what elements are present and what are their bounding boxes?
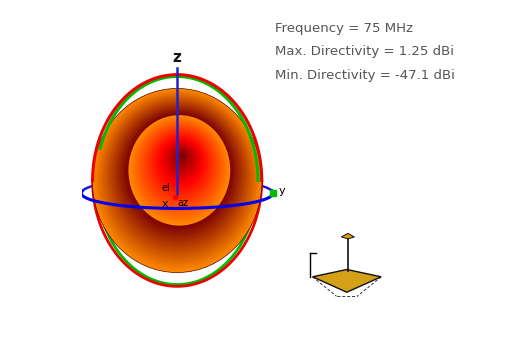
Ellipse shape — [162, 140, 201, 182]
Ellipse shape — [123, 111, 235, 233]
Ellipse shape — [128, 115, 230, 226]
Ellipse shape — [111, 102, 246, 249]
Ellipse shape — [97, 92, 258, 267]
Polygon shape — [342, 234, 354, 239]
Ellipse shape — [177, 151, 188, 162]
Ellipse shape — [152, 133, 210, 195]
Ellipse shape — [148, 129, 213, 201]
Ellipse shape — [125, 113, 233, 230]
Ellipse shape — [165, 142, 199, 179]
Ellipse shape — [116, 106, 241, 242]
Ellipse shape — [149, 130, 212, 199]
Ellipse shape — [127, 114, 231, 227]
Ellipse shape — [147, 129, 214, 202]
Text: z: z — [173, 49, 182, 65]
Ellipse shape — [118, 108, 239, 239]
Ellipse shape — [178, 152, 187, 161]
Ellipse shape — [124, 112, 234, 231]
Ellipse shape — [161, 139, 201, 183]
Ellipse shape — [168, 144, 195, 174]
Ellipse shape — [159, 138, 203, 186]
Ellipse shape — [155, 134, 208, 192]
Ellipse shape — [171, 147, 192, 170]
Ellipse shape — [133, 118, 226, 220]
Text: Frequency = 75 MHz: Frequency = 75 MHz — [275, 22, 412, 35]
Ellipse shape — [93, 89, 261, 271]
Text: Max. Directivity = 1.25 dBi: Max. Directivity = 1.25 dBi — [275, 45, 454, 58]
Ellipse shape — [167, 144, 196, 176]
Ellipse shape — [136, 121, 223, 216]
Ellipse shape — [181, 155, 183, 157]
Ellipse shape — [153, 134, 209, 193]
Ellipse shape — [151, 132, 210, 196]
Ellipse shape — [180, 153, 184, 158]
Ellipse shape — [105, 97, 251, 256]
Polygon shape — [312, 269, 381, 292]
Ellipse shape — [115, 105, 242, 243]
Ellipse shape — [179, 153, 185, 160]
Ellipse shape — [132, 118, 227, 221]
Ellipse shape — [172, 148, 191, 169]
Ellipse shape — [170, 146, 193, 171]
Ellipse shape — [108, 100, 248, 252]
Ellipse shape — [166, 143, 198, 177]
Ellipse shape — [92, 88, 262, 273]
Ellipse shape — [173, 149, 191, 167]
Ellipse shape — [169, 145, 194, 173]
Ellipse shape — [98, 93, 257, 265]
Ellipse shape — [122, 110, 236, 234]
Ellipse shape — [163, 141, 200, 180]
Ellipse shape — [121, 109, 237, 236]
Ellipse shape — [145, 128, 215, 204]
Ellipse shape — [157, 136, 205, 189]
Ellipse shape — [137, 122, 222, 214]
Ellipse shape — [112, 103, 245, 248]
Ellipse shape — [103, 96, 253, 259]
Ellipse shape — [106, 99, 250, 255]
Ellipse shape — [140, 123, 220, 211]
Ellipse shape — [104, 97, 252, 258]
Ellipse shape — [174, 149, 190, 165]
Ellipse shape — [99, 93, 256, 264]
Ellipse shape — [114, 104, 243, 245]
Ellipse shape — [117, 107, 240, 240]
Ellipse shape — [95, 90, 260, 270]
Ellipse shape — [144, 127, 216, 205]
Ellipse shape — [107, 99, 249, 253]
Text: Min. Directivity = -47.1 dBi: Min. Directivity = -47.1 dBi — [275, 69, 454, 82]
Ellipse shape — [126, 113, 232, 229]
Ellipse shape — [156, 135, 206, 191]
Text: az: az — [178, 198, 189, 208]
Ellipse shape — [130, 117, 228, 223]
Ellipse shape — [100, 94, 255, 262]
Ellipse shape — [119, 108, 238, 238]
Ellipse shape — [158, 137, 204, 187]
Ellipse shape — [141, 124, 220, 209]
Ellipse shape — [142, 125, 219, 208]
Ellipse shape — [138, 123, 221, 212]
Ellipse shape — [143, 126, 217, 206]
Text: el: el — [162, 183, 171, 193]
Ellipse shape — [101, 95, 254, 261]
Ellipse shape — [160, 139, 202, 184]
Ellipse shape — [129, 116, 229, 224]
Ellipse shape — [96, 91, 259, 268]
Ellipse shape — [135, 120, 224, 217]
Text: y: y — [278, 186, 285, 196]
Ellipse shape — [113, 104, 244, 246]
Ellipse shape — [176, 150, 189, 164]
Ellipse shape — [134, 119, 225, 218]
Ellipse shape — [150, 131, 211, 198]
Text: x: x — [162, 199, 169, 209]
Ellipse shape — [109, 101, 247, 251]
